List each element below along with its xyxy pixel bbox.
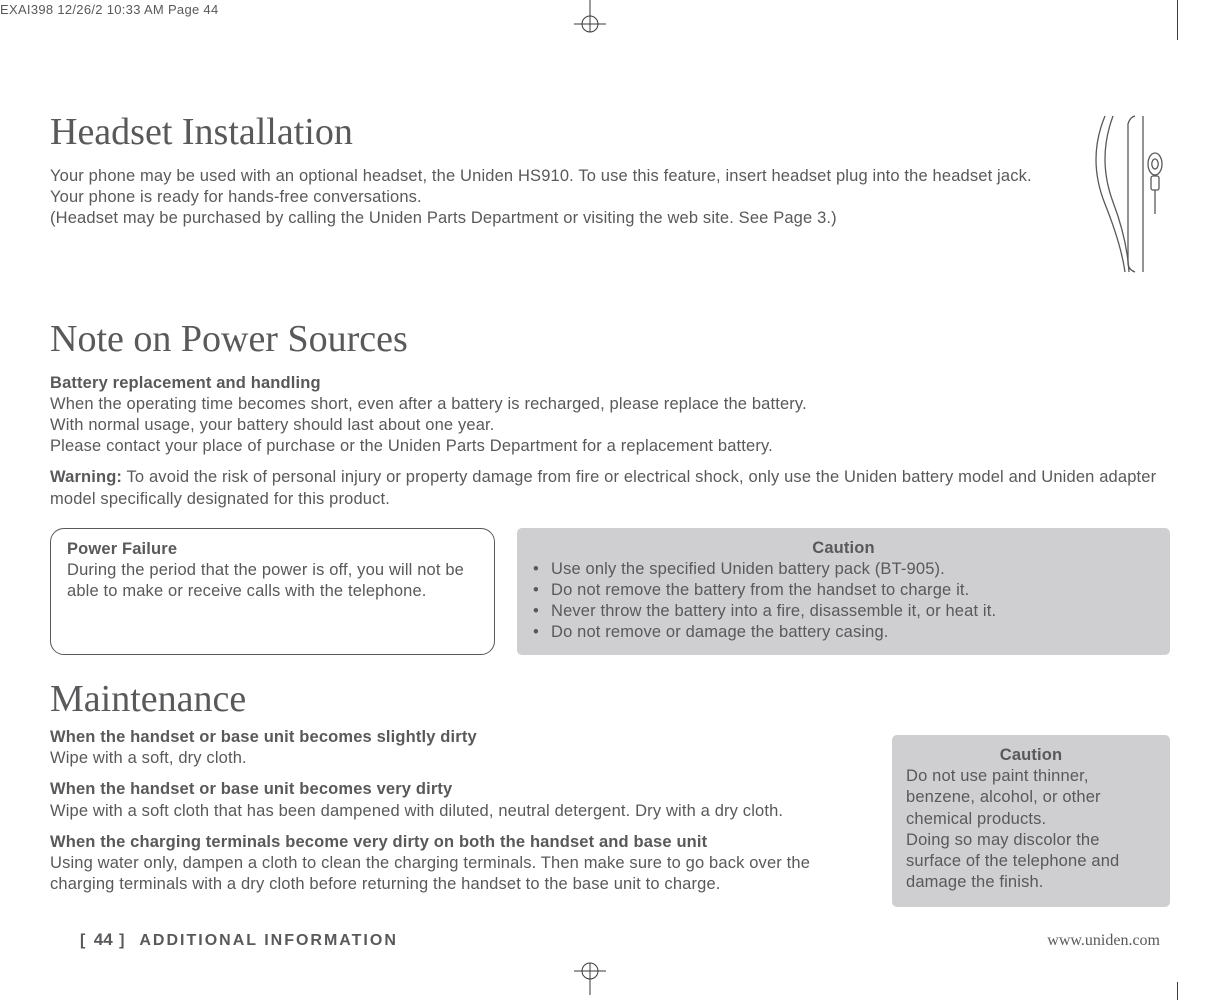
page-bracket-open: [ — [80, 932, 94, 949]
headset-illustration — [1075, 110, 1170, 279]
battery-line-3: Please contact your place of purchase or… — [50, 436, 1170, 457]
caution-chemical-box: Caution Do not use paint thinner, benzen… — [892, 735, 1170, 907]
heading-headset: Headset Installation — [50, 110, 1055, 154]
crop-mark-bottom — [560, 955, 620, 1000]
caution-bullet-4: •Do not remove or damage the battery cas… — [533, 622, 1154, 643]
caution-title: Caution — [533, 538, 1154, 559]
trim-mark-right-top — [1177, 0, 1178, 40]
heading-maintenance: Maintenance — [50, 677, 1170, 721]
warning-text: To avoid the risk of personal injury or … — [50, 468, 1156, 507]
maint-sub-2-title: When the handset or base unit becomes ve… — [50, 779, 864, 800]
print-header: EXAI398 12/26/2 10:33 AM Page 44 — [0, 0, 218, 17]
power-failure-title: Power Failure — [67, 539, 478, 560]
caution-chemical-title: Caution — [906, 745, 1156, 766]
maint-sub-3-text: Using water only, dampen a cloth to clea… — [50, 853, 864, 895]
caution-bullet-1-text: Use only the specified Uniden battery pa… — [551, 559, 945, 580]
page-bracket-close: ] — [113, 932, 127, 949]
caution-bullet-2-text: Do not remove the battery from the hands… — [551, 580, 969, 601]
crop-mark-top — [560, 0, 620, 45]
headset-section: Headset Installation Your phone may be u… — [50, 110, 1170, 279]
maint-sub-2: When the handset or base unit becomes ve… — [50, 779, 864, 821]
power-failure-text: During the period that the power is off,… — [67, 560, 478, 602]
battery-line-1: When the operating time becomes short, e… — [50, 394, 1170, 415]
battery-line-2: With normal usage, your battery should l… — [50, 415, 1170, 436]
maintenance-text-column: When the handset or base unit becomes sl… — [50, 727, 864, 895]
maint-sub-1-text: Wipe with a soft, dry cloth. — [50, 748, 864, 769]
headset-paragraph-2: (Headset may be purchased by calling the… — [50, 208, 1055, 229]
page-content: Headset Installation Your phone may be u… — [50, 110, 1170, 907]
page-number: 44 — [94, 930, 113, 949]
caution-battery-box: Caution •Use only the specified Uniden b… — [517, 528, 1170, 656]
page-footer: [ 44 ] ADDITIONAL INFORMATION www.uniden… — [80, 930, 1160, 950]
battery-subheading: Battery replacement and handling — [50, 373, 1170, 394]
caution-bullet-3: •Never throw the battery into a fire, di… — [533, 601, 1154, 622]
caution-bullet-4-text: Do not remove or damage the battery casi… — [551, 622, 889, 643]
power-failure-box: Power Failure During the period that the… — [50, 528, 495, 656]
warning-block: Warning: To avoid the risk of personal i… — [50, 467, 1170, 509]
info-boxes-row: Power Failure During the period that the… — [50, 528, 1170, 656]
caution-bullet-2: •Do not remove the battery from the hand… — [533, 580, 1154, 601]
caution-bullet-1: •Use only the specified Uniden battery p… — [533, 559, 1154, 580]
maint-sub-3-title: When the charging terminals become very … — [50, 832, 864, 853]
heading-power: Note on Power Sources — [50, 317, 1170, 361]
caution-chemical-p2: Doing so may discolor the surface of the… — [906, 830, 1156, 893]
maint-sub-1: When the handset or base unit becomes sl… — [50, 727, 864, 769]
trim-mark-right-bottom — [1177, 982, 1178, 1000]
maint-sub-2-text: Wipe with a soft cloth that has been dam… — [50, 801, 864, 822]
footer-section-name: ADDITIONAL INFORMATION — [139, 932, 398, 949]
headset-text-column: Headset Installation Your phone may be u… — [50, 110, 1075, 229]
caution-bullet-3-text: Never throw the battery into a fire, dis… — [551, 601, 996, 622]
maintenance-row: When the handset or base unit becomes sl… — [50, 727, 1170, 907]
caution-chemical-p1: Do not use paint thinner, benzene, alcoh… — [906, 766, 1156, 829]
footer-section-label: [ 44 ] ADDITIONAL INFORMATION — [80, 930, 398, 950]
footer-url: www.uniden.com — [1047, 932, 1160, 950]
warning-label: Warning: — [50, 468, 122, 486]
maint-sub-3: When the charging terminals become very … — [50, 832, 864, 895]
headset-paragraph-1: Your phone may be used with an optional … — [50, 166, 1055, 208]
maint-sub-1-title: When the handset or base unit becomes sl… — [50, 727, 864, 748]
battery-replacement-block: Battery replacement and handling When th… — [50, 373, 1170, 457]
